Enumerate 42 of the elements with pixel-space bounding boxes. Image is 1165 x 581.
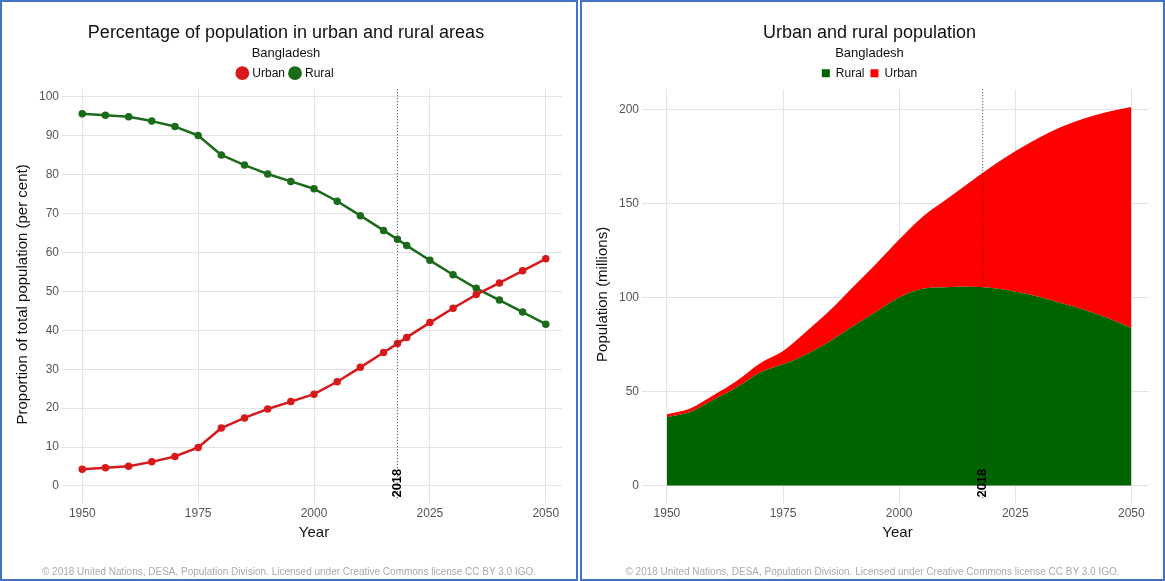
x-tick-label: 1975 <box>184 506 212 521</box>
y-tick-label: 10 <box>45 439 60 454</box>
y-tick-label: 200 <box>618 102 640 117</box>
x-tick-label: 1950 <box>653 506 681 521</box>
ref-line-label: 2018 <box>389 468 405 498</box>
y-tick-label: 30 <box>45 361 60 376</box>
ref-line-label: 2018 <box>974 468 990 498</box>
x-tick-label: 2025 <box>1001 506 1029 521</box>
x-axis-title: Year <box>298 523 330 541</box>
x-tick-label: 1975 <box>769 506 797 521</box>
y-tick-label: 0 <box>632 477 640 492</box>
y-axis-title: Proportion of total population (per cent) <box>13 164 31 425</box>
x-axis-title: Year <box>882 523 913 541</box>
y-tick-label: 60 <box>45 244 60 259</box>
legend-label: Urban <box>884 65 918 80</box>
y-tick-label: 0 <box>52 478 60 493</box>
y-tick-label: 70 <box>45 205 60 220</box>
x-tick-label: 2025 <box>416 506 444 521</box>
chart-subtitle: Bangladesh <box>251 44 321 60</box>
legend-label: Rural <box>835 65 865 80</box>
x-tick-label: 1950 <box>68 506 96 521</box>
y-tick-label: 90 <box>45 128 60 143</box>
chart-title: Urban and rural population <box>762 21 977 42</box>
y-tick-label: 50 <box>625 383 640 398</box>
y-tick-label: 40 <box>45 322 60 337</box>
y-tick-label: 20 <box>45 400 60 415</box>
legend-label: Rural <box>305 65 334 80</box>
text: © 2018 United Nations, DESA, Population Division. Licensed under Creative Commons license CC BY 3.0 IGO. <box>624 566 1121 577</box>
y-tick-label: 50 <box>45 283 60 298</box>
x-tick-label: 2050 <box>1118 506 1146 521</box>
chart-title: Percentage of population in urban and rural areas <box>87 21 485 42</box>
x-tick-label: 2000 <box>300 506 328 521</box>
x-tick-label: 2050 <box>532 506 560 521</box>
x-tick-label: 2000 <box>885 506 913 521</box>
y-tick-label: 100 <box>618 290 640 304</box>
y-tick-label: 100 <box>38 89 60 104</box>
y-tick-label: 80 <box>45 167 60 182</box>
text: © 2018 United Nations, DESA, Population Division. Licensed under Creative Commons license CC BY 3.0 IGO. <box>40 566 538 577</box>
y-axis-title: Population (millions) <box>593 226 611 362</box>
chart-subtitle: Bangladesh <box>835 44 904 60</box>
legend-label: Urban <box>252 65 286 80</box>
y-tick-label: 150 <box>618 196 640 211</box>
